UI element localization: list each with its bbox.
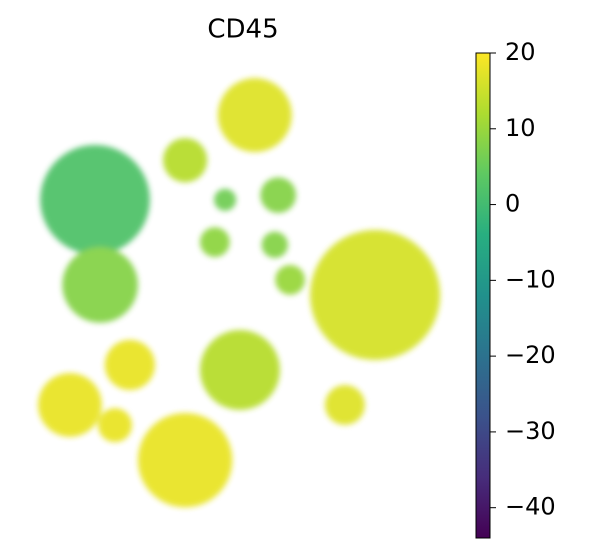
colorbar-tick-label: −40	[505, 493, 556, 521]
point-cluster	[260, 177, 297, 214]
colorbar-tick-label: −30	[505, 417, 556, 445]
point-cluster	[163, 138, 208, 183]
colorbar-tick-label: −10	[505, 265, 556, 293]
point-cluster	[104, 339, 155, 390]
point-cluster	[137, 412, 233, 508]
colorbar-tick-label: −20	[505, 341, 556, 369]
colorbar-tick-label: 20	[505, 38, 536, 66]
point-cluster	[40, 144, 150, 255]
point-cluster	[324, 384, 365, 425]
point-cluster	[261, 231, 288, 259]
point-cluster	[275, 264, 305, 295]
colorbar-tick-label: 0	[505, 190, 520, 218]
colorbar-tick-label: 10	[505, 114, 536, 142]
point-cluster	[200, 227, 230, 257]
points	[38, 78, 441, 508]
point-cluster	[310, 229, 441, 361]
point-cluster	[217, 78, 292, 153]
point-cluster	[62, 247, 138, 323]
chart-title: CD45	[207, 15, 278, 45]
point-cluster	[214, 188, 237, 211]
point-cluster	[38, 373, 102, 437]
point-cluster	[200, 330, 280, 410]
point-cluster	[98, 408, 132, 443]
colorbar	[475, 52, 491, 539]
